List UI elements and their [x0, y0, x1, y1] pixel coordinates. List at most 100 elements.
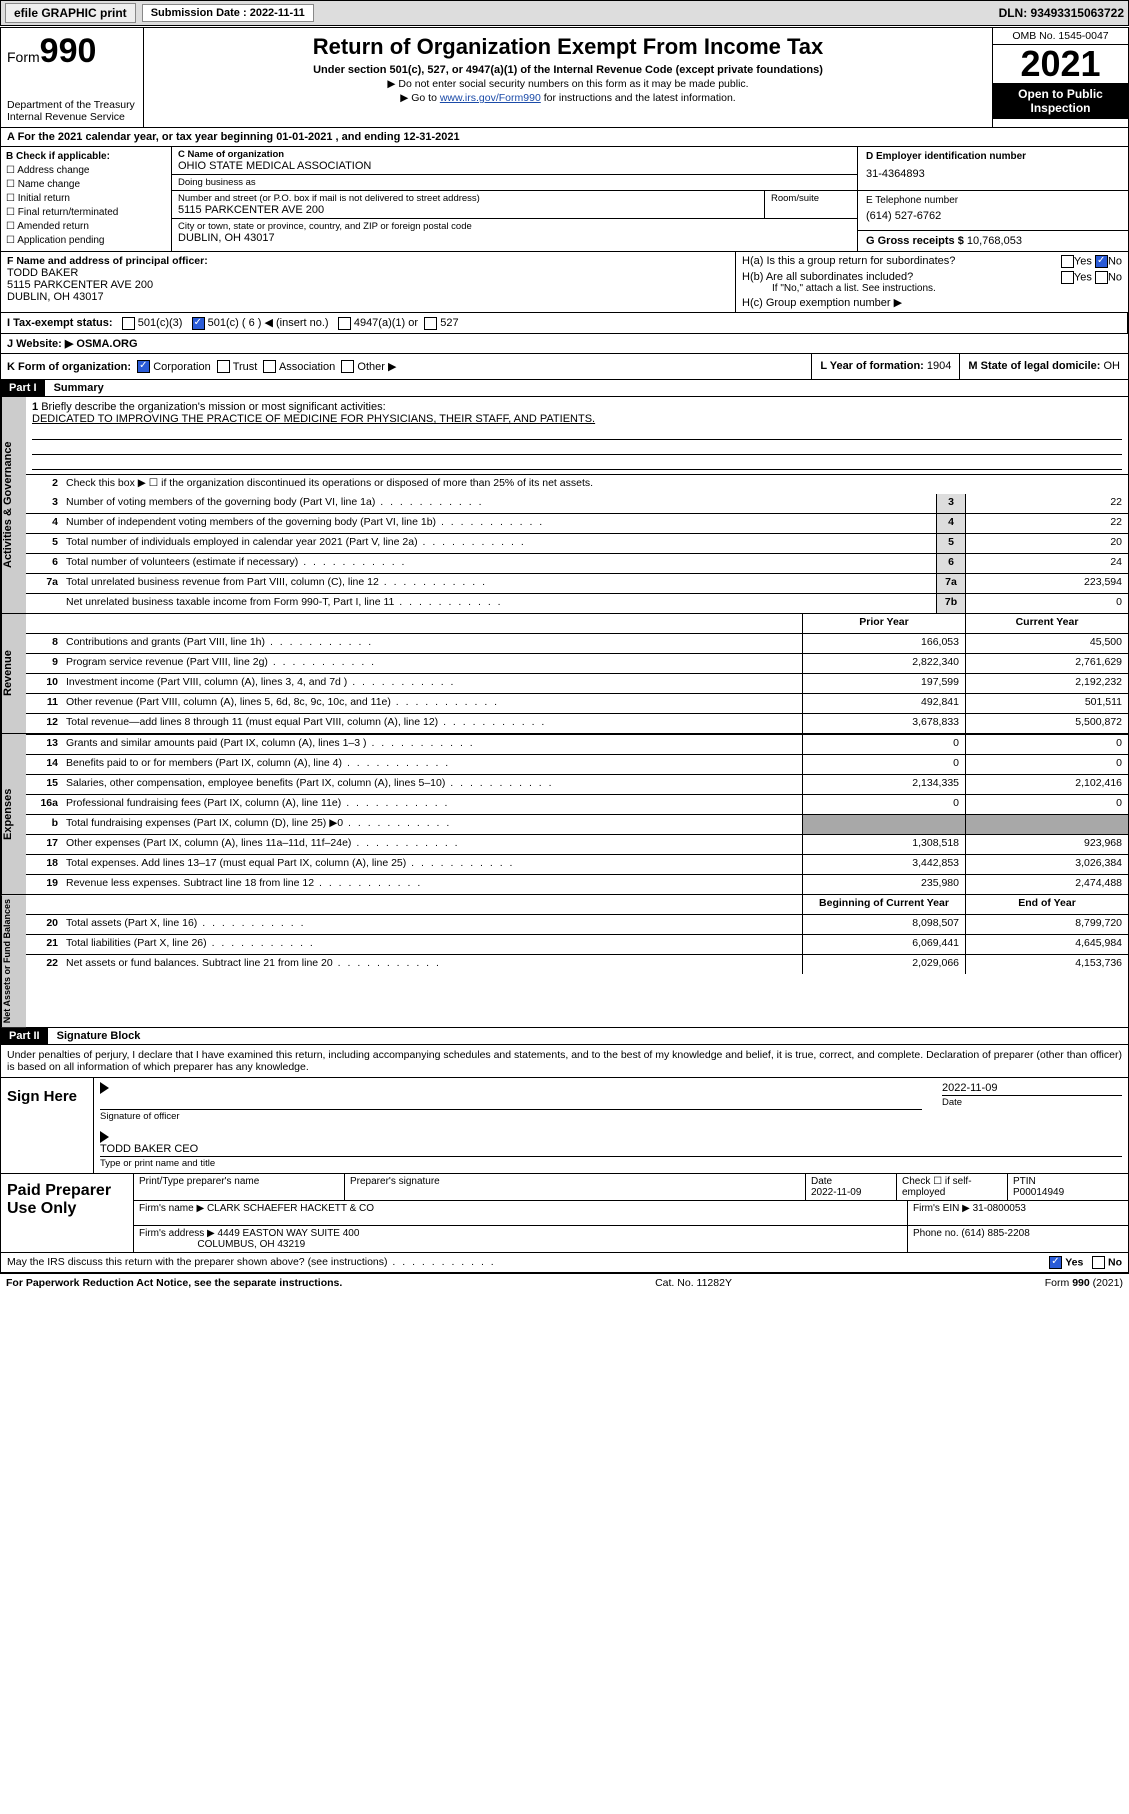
line-num: b [26, 815, 62, 834]
prior-amount: 0 [802, 755, 965, 774]
form-header: Form990 Department of the Treasury Inter… [1, 28, 1128, 128]
prior-amount: 3,442,853 [802, 855, 965, 874]
line-num: 16a [26, 795, 62, 814]
irs-form990-link[interactable]: www.irs.gov/Form990 [440, 92, 541, 104]
form-number: 990 [40, 32, 97, 70]
chk-address-change[interactable]: ☐ Address change [6, 164, 166, 178]
current-amount: 2,474,488 [965, 875, 1128, 894]
prior-amount: 2,029,066 [802, 955, 965, 974]
form-title-block: Return of Organization Exempt From Incom… [144, 28, 992, 127]
part-ii-badge: Part II [1, 1028, 48, 1044]
prior-amount: 492,841 [802, 694, 965, 713]
current-amount: 501,511 [965, 694, 1128, 713]
form-label-small: Form [7, 49, 40, 65]
line-10: 10Investment income (Part VIII, column (… [26, 673, 1128, 693]
part-ii-header: Part II Signature Block [1, 1028, 1128, 1045]
open-line1: Open to Public [995, 87, 1126, 101]
current-amount: 0 [965, 755, 1128, 774]
chk-corporation[interactable] [137, 360, 150, 373]
paid-preparer-block: Paid Preparer Use Only Print/Type prepar… [1, 1174, 1128, 1253]
sign-here-label: Sign Here [1, 1078, 94, 1172]
line-num: 12 [26, 714, 62, 733]
telephone-cell: E Telephone number (614) 527-6762 [858, 191, 1128, 231]
form-ref: Form 990 (2021) [1045, 1277, 1123, 1289]
hb-yes-checkbox[interactable] [1061, 271, 1074, 284]
discuss-no-checkbox[interactable] [1092, 1256, 1105, 1269]
line-num: 4 [26, 514, 62, 533]
typed-name-label: Type or print name and title [100, 1158, 1122, 1169]
mission-rule-2 [32, 440, 1122, 455]
sign-here-block: Sign Here Signature of officer 2022-11-0… [1, 1078, 1128, 1173]
city-label: City or town, state or province, country… [178, 221, 851, 232]
box-b-label: B Check if applicable: [6, 150, 166, 164]
line-text: Total liabilities (Part X, line 26) [62, 935, 802, 954]
city-value: DUBLIN, OH 43017 [178, 232, 851, 244]
paid-preparer-label: Paid Preparer Use Only [1, 1174, 134, 1252]
line-amount: 223,594 [965, 574, 1128, 593]
chk-name-change[interactable]: ☐ Name change [6, 178, 166, 192]
line-text: Grants and similar amounts paid (Part IX… [62, 735, 802, 754]
officer-signature-line[interactable] [100, 1094, 922, 1110]
prior-amount: 0 [802, 735, 965, 754]
line-text: Benefits paid to or for members (Part IX… [62, 755, 802, 774]
chk-association[interactable] [263, 360, 276, 373]
line-box: 3 [936, 494, 965, 513]
gross-receipts-value: 10,768,053 [967, 235, 1022, 247]
line-num: 22 [26, 955, 62, 974]
hb-no-checkbox[interactable] [1095, 271, 1108, 284]
line-a-tax-year: A For the 2021 calendar year, or tax yea… [1, 128, 1128, 147]
current-amount: 4,645,984 [965, 935, 1128, 954]
part-i-title: Summary [48, 380, 110, 396]
form-990-document: Form990 Department of the Treasury Inter… [0, 27, 1129, 1274]
line-amount: 22 [965, 514, 1128, 533]
ha-yes-checkbox[interactable] [1061, 255, 1074, 268]
chk-amended-return[interactable]: ☐ Amended return [6, 220, 166, 234]
chk-other[interactable] [341, 360, 354, 373]
efile-graphic-print-button[interactable]: efile GRAPHIC print [5, 3, 136, 23]
chk-501c3[interactable] [122, 317, 135, 330]
line-num: 11 [26, 694, 62, 713]
rev-hdr-spacer [26, 614, 62, 633]
line-num: 3 [26, 494, 62, 513]
chk-application-pending[interactable]: ☐ Application pending [6, 234, 166, 248]
preparer-signature-cell[interactable]: Preparer's signature [345, 1174, 806, 1200]
chk-trust[interactable] [217, 360, 230, 373]
line-text: Total expenses. Add lines 13–17 (must eq… [62, 855, 802, 874]
chk-527[interactable] [424, 317, 437, 330]
current-amount [965, 815, 1128, 834]
line-text: Program service revenue (Part VIII, line… [62, 654, 802, 673]
chk-final-return[interactable]: ☐ Final return/terminated [6, 206, 166, 220]
line-num: 8 [26, 634, 62, 653]
form-id-block: Form990 Department of the Treasury Inter… [1, 28, 144, 127]
prior-amount: 3,678,833 [802, 714, 965, 733]
street-row: Number and street (or P.O. box if mail i… [172, 191, 857, 218]
line-21: 21Total liabilities (Part X, line 26)6,0… [26, 934, 1128, 954]
governance-section: Activities & Governance 1 Briefly descri… [1, 397, 1128, 614]
line-text: Total number of volunteers (estimate if … [62, 554, 936, 573]
rev-header-row: Prior Year Current Year [26, 614, 1128, 633]
chk-4947a1[interactable] [338, 317, 351, 330]
line-16a: 16aProfessional fundraising fees (Part I… [26, 794, 1128, 814]
ha-no-checkbox[interactable] [1095, 255, 1108, 268]
discuss-yes-checkbox[interactable] [1049, 1256, 1062, 1269]
officer-typed-name: TODD BAKER CEO [100, 1143, 1122, 1157]
line-12: 12Total revenue—add lines 8 through 11 (… [26, 713, 1128, 733]
rev-hdr-spacer2 [62, 614, 802, 633]
open-to-public-badge: Open to Public Inspection [993, 83, 1128, 119]
prior-amount: 2,822,340 [802, 654, 965, 673]
org-name-cell: C Name of organization OHIO STATE MEDICA… [172, 147, 857, 175]
line-text: Total fundraising expenses (Part IX, col… [62, 815, 802, 834]
mission-statement: DEDICATED TO IMPROVING THE PRACTICE OF M… [32, 413, 595, 425]
ein-label: D Employer identification number [866, 151, 1120, 162]
vtab-expenses: Expenses [1, 734, 26, 894]
line-18: 18Total expenses. Add lines 13–17 (must … [26, 854, 1128, 874]
self-employed-cell[interactable]: Check ☐ if self-employed [897, 1174, 1008, 1200]
firm-name-cell: Firm's name ▶ CLARK SCHAEFER HACKETT & C… [134, 1201, 908, 1225]
line-num: 6 [26, 554, 62, 573]
chk-initial-return[interactable]: ☐ Initial return [6, 192, 166, 206]
line-8: 8Contributions and grants (Part VIII, li… [26, 633, 1128, 653]
chk-501c[interactable] [192, 317, 205, 330]
current-amount: 8,799,720 [965, 915, 1128, 934]
box-j-website: J Website: ▶ OSMA.ORG [1, 334, 1128, 354]
page-footer: For Paperwork Reduction Act Notice, see … [0, 1274, 1129, 1292]
